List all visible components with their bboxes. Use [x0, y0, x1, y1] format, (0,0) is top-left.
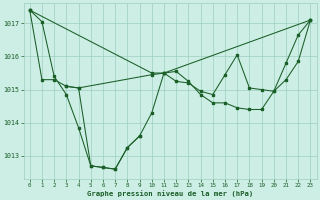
X-axis label: Graphe pression niveau de la mer (hPa): Graphe pression niveau de la mer (hPa)	[87, 190, 253, 197]
